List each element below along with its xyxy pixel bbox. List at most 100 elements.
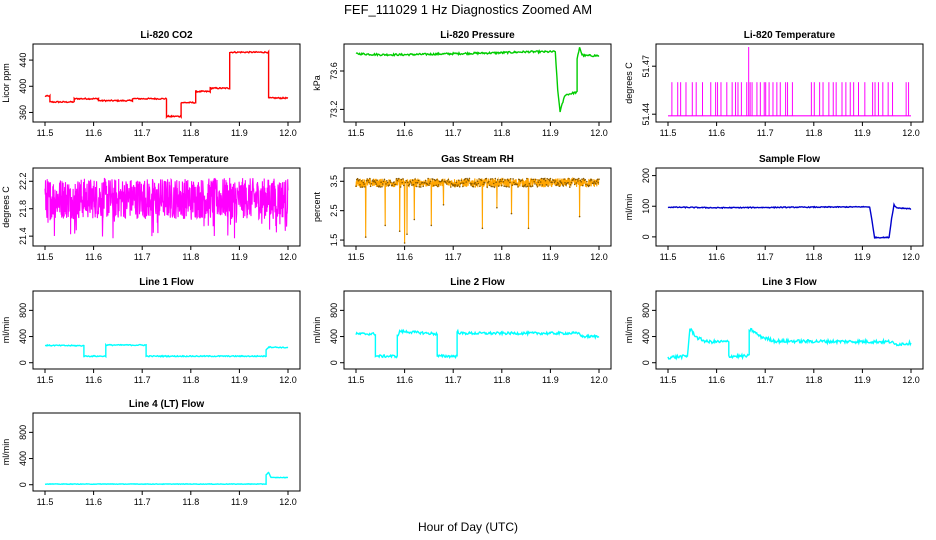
x-tick-label: 11.5 (37, 497, 54, 507)
series-point (551, 181, 553, 184)
series-point (477, 182, 480, 185)
series-point (518, 179, 521, 181)
series-point (481, 227, 484, 230)
series-point (498, 181, 501, 183)
chart-panel-6: Sample Flow ml/min 11.5 11.6 11.7 11.8 11.9 12.… (624, 154, 924, 262)
series-point (451, 183, 454, 186)
y-tick-label: 21.4 (18, 227, 28, 245)
series-point (509, 181, 511, 184)
series-point (581, 178, 583, 180)
y-axis-label: ml/min (624, 194, 634, 221)
series-point (372, 179, 374, 181)
y-tick-label: 0 (641, 360, 651, 365)
series-point (362, 181, 365, 184)
series-point (360, 180, 363, 182)
series-point (466, 177, 468, 180)
series-point (569, 184, 572, 186)
y-axis-label: ml/min (624, 317, 634, 344)
series-point (421, 181, 424, 184)
series-point (435, 184, 438, 187)
panel-title: Line 3 Flow (762, 277, 817, 288)
x-tick-label: 11.9 (542, 375, 559, 385)
series-point (374, 181, 377, 184)
series-point (416, 185, 418, 188)
series-point (400, 178, 403, 181)
series-point (486, 186, 489, 188)
x-tick-label: 12.0 (279, 128, 297, 138)
chart-panel-1: Li-820 CO2 Licor ppm 11.5 11.6 11.7 11.8 11.9 1… (1, 30, 301, 138)
series-point (365, 179, 368, 182)
series-point (501, 184, 503, 187)
series-point (579, 179, 582, 182)
series-point (538, 179, 540, 181)
series-point (495, 181, 497, 183)
x-tick-label: 11.5 (348, 252, 365, 262)
series-point (595, 183, 597, 185)
series-point (480, 179, 483, 182)
series-point (505, 185, 508, 188)
series-point (582, 184, 584, 187)
series-point (367, 179, 370, 182)
series-point (412, 183, 415, 186)
series-point (478, 178, 480, 180)
series-point (580, 181, 582, 183)
series-point (539, 181, 542, 183)
series-point (563, 178, 565, 180)
series-point (548, 179, 551, 182)
series-point (420, 186, 422, 188)
series-point (586, 184, 589, 186)
series-point (376, 179, 378, 181)
series-point (556, 183, 558, 186)
series-point (577, 180, 579, 182)
series-point (513, 181, 515, 184)
series-point (526, 177, 528, 180)
series-point (457, 184, 459, 186)
x-tick-label: 11.5 (660, 128, 677, 138)
series-point (574, 178, 577, 181)
series-point (364, 236, 367, 238)
series-point (428, 182, 431, 184)
series-point (479, 185, 481, 188)
series-line (44, 49, 289, 120)
chart-panel-8: Line 2 Flow ml/min 11.5 11.6 11.7 11.8 11.9 12.… (312, 277, 612, 385)
series-point (488, 184, 491, 187)
y-tick-label: 0 (18, 482, 28, 487)
series-point (381, 186, 383, 188)
series-point (531, 185, 534, 187)
series-point (582, 177, 585, 180)
series-point (379, 186, 382, 188)
y-tick-label: 400 (18, 329, 28, 344)
series-point (462, 185, 464, 188)
y-tick-label: 400 (18, 79, 28, 94)
series-point (541, 184, 544, 186)
series-point (491, 178, 493, 180)
series-point (508, 186, 510, 188)
figure-xlabel: Hour of Day (UTC) (418, 520, 518, 534)
y-tick-label: 2.5 (329, 204, 339, 217)
panel-title: Ambient Box Temperature (104, 154, 229, 165)
x-tick-label: 11.7 (134, 128, 151, 138)
series-point (575, 182, 578, 184)
y-tick-label: 22.2 (18, 173, 28, 191)
series-point (394, 183, 397, 186)
series-point (596, 178, 599, 181)
series-point (471, 182, 473, 185)
x-tick-label: 11.7 (134, 497, 151, 507)
series-point (407, 181, 409, 184)
series-point (407, 184, 410, 187)
x-tick-label: 11.5 (660, 252, 677, 262)
series-point (516, 183, 518, 186)
x-tick-label: 11.5 (348, 375, 365, 385)
y-tick-label: 800 (641, 303, 651, 318)
y-tick-label: 51.44 (641, 103, 651, 126)
series-point (462, 182, 465, 184)
chart-panel-10: Line 4 (LT) Flow ml/min 11.5 11.6 11.7 11.8 11… (1, 399, 301, 507)
series-point (586, 180, 588, 183)
panel-title: Line 2 Flow (450, 277, 505, 288)
series-line (355, 328, 600, 360)
y-tick-label: 0 (18, 360, 28, 365)
series-point (468, 177, 471, 180)
series-point (502, 180, 505, 183)
x-tick-label: 11.9 (231, 252, 248, 262)
series-point (598, 178, 600, 180)
